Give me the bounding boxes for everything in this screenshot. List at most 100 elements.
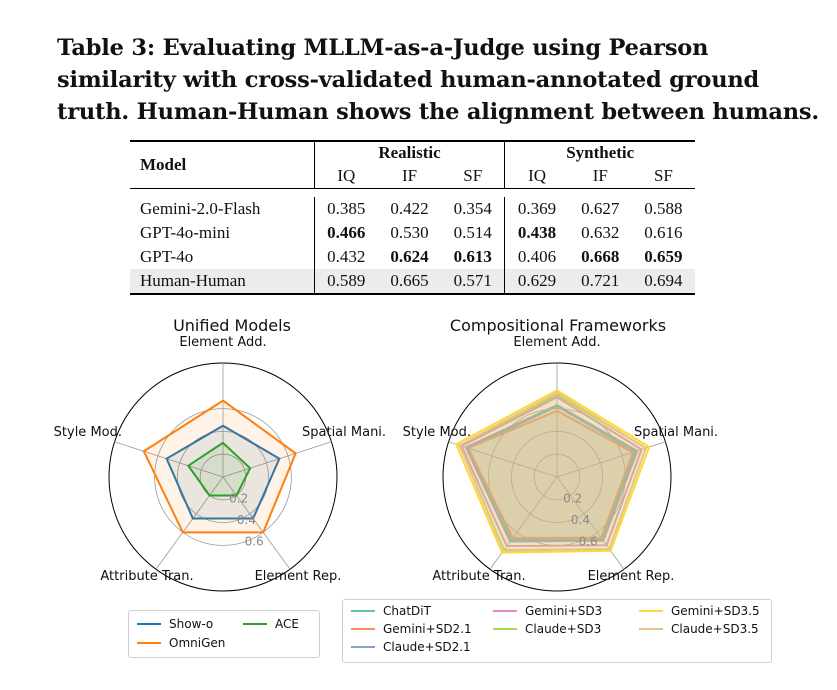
radar-axis-label: Spatial Mani. [302, 425, 386, 440]
score-cell: 0.354 [453, 199, 492, 218]
legend-compositional: ChatDiT Gemini+SD3 Gemini+SD3.5 Gemini+SD2.… [342, 599, 772, 663]
legend-label: Claude+SD3 [525, 622, 602, 636]
radar-spoke [222, 441, 332, 478]
legend-swatch [351, 646, 375, 648]
score-cell: 0.616 [644, 223, 683, 242]
score-cell: 0.613 [453, 247, 492, 266]
subheader: IF [592, 166, 608, 185]
radar-axis-label: Element Add. [179, 335, 266, 350]
radar-axis-label: Style Mod. [403, 425, 471, 440]
score-cell: 0.466 [313, 221, 378, 245]
table-row: GPT-4o 0.432 0.624 0.613 0.406 0.668 0.659 [130, 245, 695, 269]
radar-tick-label: 0.4 [571, 513, 590, 527]
legend-item: OmniGen [137, 636, 225, 650]
legend-item: Gemini+SD2.1 [351, 622, 472, 636]
radar-spoke [155, 476, 224, 570]
group-header-realistic: Realistic [313, 142, 505, 164]
legend-swatch [351, 610, 375, 612]
model-column-header: Model [140, 155, 187, 174]
score-cell: 0.406 [504, 245, 569, 269]
radar-axis-label: Element Rep. [588, 569, 675, 584]
subheader: SF [653, 166, 673, 185]
legend-swatch [493, 628, 517, 630]
radar-axis-label: Element Rep. [255, 569, 342, 584]
legend-item: Gemini+SD3.5 [639, 604, 760, 618]
radar-spoke [489, 476, 558, 570]
radar-tick-label: 0.2 [563, 491, 582, 505]
legend-label: Gemini+SD2.1 [383, 622, 472, 636]
table-row: GPT-4o-mini 0.466 0.530 0.514 0.438 0.632 0.61… [130, 221, 695, 245]
legend-swatch [243, 623, 267, 625]
legend-item: ACE [243, 617, 299, 631]
table-caption: Table 3: Evaluating MLLM-as-a-Judge usin… [57, 35, 819, 125]
subheader: IQ [313, 164, 378, 189]
score-cell: 0.571 [441, 269, 505, 294]
radar-series-omnigen [142, 399, 297, 534]
score-cell: 0.438 [504, 221, 569, 245]
radar-spoke [222, 476, 291, 570]
radar-axis-label: Attribute Tran. [100, 569, 193, 584]
legend-swatch [639, 610, 663, 612]
legend-label: ACE [275, 617, 299, 631]
legend-item: Claude+SD3.5 [639, 622, 759, 636]
radar-charts: 0.2 0.4 0.6 Element Add. Spatial Mani. Elemen… [54, 335, 718, 592]
legend-label: ChatDiT [383, 604, 431, 618]
legend-swatch [639, 628, 663, 630]
radar-series-claude-sd3-5 [458, 391, 648, 552]
results-table: Model Realistic Synthetic IQ IF SF IQ IF… [130, 140, 695, 296]
table-row: Human-Human 0.589 0.665 0.571 0.629 0.721 0.69… [130, 269, 695, 294]
radar-series-gemini-sd3-5 [454, 389, 651, 554]
score-cell: 0.432 [313, 245, 378, 269]
radar-title-compositional: Compositional Frameworks [449, 316, 667, 335]
model-name: Gemini-2.0-Flash [140, 199, 261, 218]
score-cell: 0.668 [581, 247, 620, 266]
radar-axis-label: Element Add. [513, 335, 600, 350]
score-cell: 0.659 [644, 247, 683, 266]
score-cell: 0.589 [313, 269, 378, 294]
score-cell: 0.694 [631, 269, 695, 294]
legend-swatch [137, 623, 161, 625]
model-name: Human-Human [130, 269, 315, 294]
legend-label: Claude+SD2.1 [383, 640, 471, 654]
legend-unified: Show-o ACE OmniGen [128, 610, 320, 658]
radar-tick-label: 0.2 [229, 491, 248, 505]
score-cell: 0.422 [390, 199, 429, 218]
score-cell: 0.665 [377, 269, 442, 294]
subheader: IF [401, 166, 418, 185]
legend-swatch [137, 642, 161, 644]
radar-title-unified: Unified Models [173, 316, 291, 335]
model-name: GPT-4o-mini [140, 223, 231, 242]
score-cell: 0.385 [313, 197, 378, 221]
legend-item: Claude+SD3 [493, 622, 601, 636]
legend-item: Show-o [137, 617, 213, 631]
legend-label: OmniGen [169, 636, 226, 650]
radar-series-show-o [165, 424, 281, 520]
radar-tick-label: 0.6 [579, 534, 598, 548]
legend-item: Claude+SD2.1 [351, 640, 471, 654]
score-cell: 0.629 [504, 269, 569, 294]
radar-series-gemini-sd3 [460, 396, 643, 548]
group-header-synthetic: Synthetic [504, 142, 695, 164]
table-row: Gemini-2.0-Flash 0.385 0.422 0.354 0.369 0.62… [130, 197, 695, 221]
legend-item: ChatDiT [351, 604, 431, 618]
score-cell: 0.624 [390, 247, 429, 266]
radar-tick-label: 0.6 [245, 534, 264, 548]
legend-swatch [351, 628, 375, 630]
legend-label: Gemini+SD3.5 [671, 604, 760, 618]
radar-spoke [556, 476, 625, 570]
legend-swatch [493, 610, 517, 612]
legend-label: Show-o [169, 617, 214, 631]
score-cell: 0.632 [581, 223, 620, 242]
radar-series-gemini-sd2-1 [466, 409, 635, 539]
radar-series-claude-sd2-1 [464, 404, 639, 543]
score-cell: 0.369 [504, 197, 569, 221]
radar-axis-label: Spatial Mani. [634, 425, 718, 440]
legend-label: Claude+SD3.5 [671, 622, 759, 636]
subheader: IQ [504, 164, 569, 189]
subheader: SF [463, 166, 483, 185]
legend-label: Gemini+SD3 [525, 604, 603, 618]
model-name: GPT-4o [140, 247, 194, 266]
score-cell: 0.627 [581, 199, 620, 218]
radar-series-ace [186, 441, 252, 497]
legend-item: Gemini+SD3 [493, 604, 602, 618]
